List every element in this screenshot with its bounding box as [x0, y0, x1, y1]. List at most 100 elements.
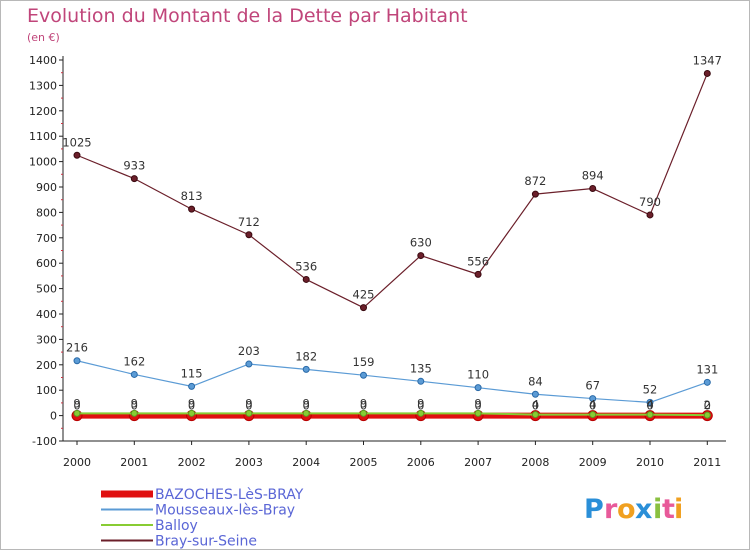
data-label: 131	[696, 362, 718, 376]
x-tick-label: 2005	[350, 456, 378, 469]
data-point	[245, 231, 253, 239]
y-tick-label: 100	[36, 384, 57, 397]
series-0: 0 0 0 0 0 0 0 0 0 0 0 0	[71, 399, 713, 422]
logo-letter: o	[617, 494, 636, 525]
data-label: 0	[188, 399, 195, 413]
x-tick-label: 2007	[464, 456, 492, 469]
data-label: 2	[704, 398, 711, 412]
data-label: 4	[646, 398, 653, 412]
logo-letter: t	[662, 494, 675, 525]
legend-label: Balloy	[155, 518, 198, 534]
data-label: 115	[181, 366, 203, 380]
data-point	[245, 409, 253, 417]
data-point	[245, 360, 253, 368]
data-label: 162	[123, 354, 145, 368]
data-point	[360, 304, 367, 312]
data-label: 0	[417, 399, 424, 413]
logo-letter: i	[653, 494, 662, 525]
data-point	[703, 378, 711, 386]
data-label: 0	[532, 399, 539, 413]
x-tick-label: 2011	[693, 456, 721, 469]
y-tick-label: 700	[36, 232, 57, 245]
y-tick-label: -100	[32, 435, 57, 448]
y-tick-label: 800	[36, 206, 57, 219]
data-label: 52	[643, 382, 658, 396]
data-point	[73, 357, 81, 365]
data-point	[73, 409, 81, 417]
data-label: 813	[181, 189, 203, 203]
data-point	[302, 409, 310, 417]
data-label: 0	[245, 399, 252, 413]
data-label: 216	[66, 341, 88, 355]
y-tick-label: 200	[36, 359, 57, 372]
y-tick-label: 1400	[29, 54, 57, 67]
legend-label: Bray-sur-Seine	[155, 534, 257, 550]
x-tick-label: 2006	[407, 456, 435, 469]
data-point	[130, 370, 138, 378]
x-tick-label: 2004	[292, 456, 320, 469]
data-label: 4	[532, 398, 539, 412]
data-label: 203	[238, 344, 260, 358]
data-label: 790	[639, 195, 661, 209]
data-point	[646, 411, 654, 419]
data-point	[531, 411, 539, 419]
data-label: 425	[353, 288, 375, 302]
x-tick-label: 2009	[579, 456, 607, 469]
data-point	[531, 390, 539, 398]
data-point	[474, 384, 482, 392]
data-point	[73, 151, 81, 159]
y-tick-label: 1100	[29, 130, 57, 143]
data-point	[474, 409, 482, 417]
x-tick-label: 2000	[63, 456, 91, 469]
data-label: 84	[528, 374, 543, 388]
y-tick-label: 1300	[29, 79, 57, 92]
series-1: 216 162 115 203 182 159 135 110 84 67 52 131	[66, 341, 718, 406]
data-label: 182	[295, 349, 317, 363]
data-label: 0	[646, 399, 653, 413]
data-label: 0	[303, 399, 310, 413]
data-label: 872	[524, 174, 546, 188]
series-line	[77, 412, 708, 417]
chart-title: Evolution du Montant de la Dette par Hab…	[27, 5, 468, 27]
data-point	[703, 69, 711, 77]
data-label: 9	[360, 396, 367, 410]
series-line	[76, 360, 708, 403]
x-tick-label: 2003	[235, 456, 263, 469]
data-label: 1347	[693, 53, 722, 67]
data-label: 159	[353, 355, 375, 369]
data-label: 9	[303, 396, 310, 410]
data-label: 0	[131, 399, 138, 413]
data-point	[130, 175, 138, 183]
data-point	[646, 398, 654, 406]
data-label: 135	[410, 361, 432, 375]
data-point	[188, 205, 196, 213]
data-point	[130, 409, 138, 417]
data-point	[302, 365, 310, 373]
data-point	[417, 409, 425, 417]
data-label: 1025	[62, 135, 91, 149]
data-label: 9	[474, 396, 481, 410]
data-point	[474, 270, 482, 278]
data-label: 67	[585, 379, 600, 393]
data-label: 9	[417, 396, 424, 410]
data-label: 110	[467, 368, 489, 382]
data-point	[188, 409, 196, 417]
y-tick-label: 400	[36, 308, 57, 321]
x-tick-label: 2002	[178, 456, 206, 469]
data-point	[188, 382, 196, 390]
data-point	[646, 211, 654, 219]
logo-letter: x	[635, 494, 652, 525]
series-3: 1025 933 813 712 536 425 630 556 872 894 790 1347	[62, 53, 722, 312]
data-label: 9	[131, 396, 138, 410]
data-point	[417, 252, 425, 260]
data-label: 0	[704, 399, 711, 413]
series-line	[76, 73, 708, 309]
data-label: 933	[123, 159, 145, 173]
data-label: 0	[360, 399, 367, 413]
y-tick-label: 1000	[29, 156, 57, 169]
x-tick-label: 2010	[636, 456, 664, 469]
data-label: 0	[73, 399, 80, 413]
data-label: 894	[582, 169, 604, 183]
